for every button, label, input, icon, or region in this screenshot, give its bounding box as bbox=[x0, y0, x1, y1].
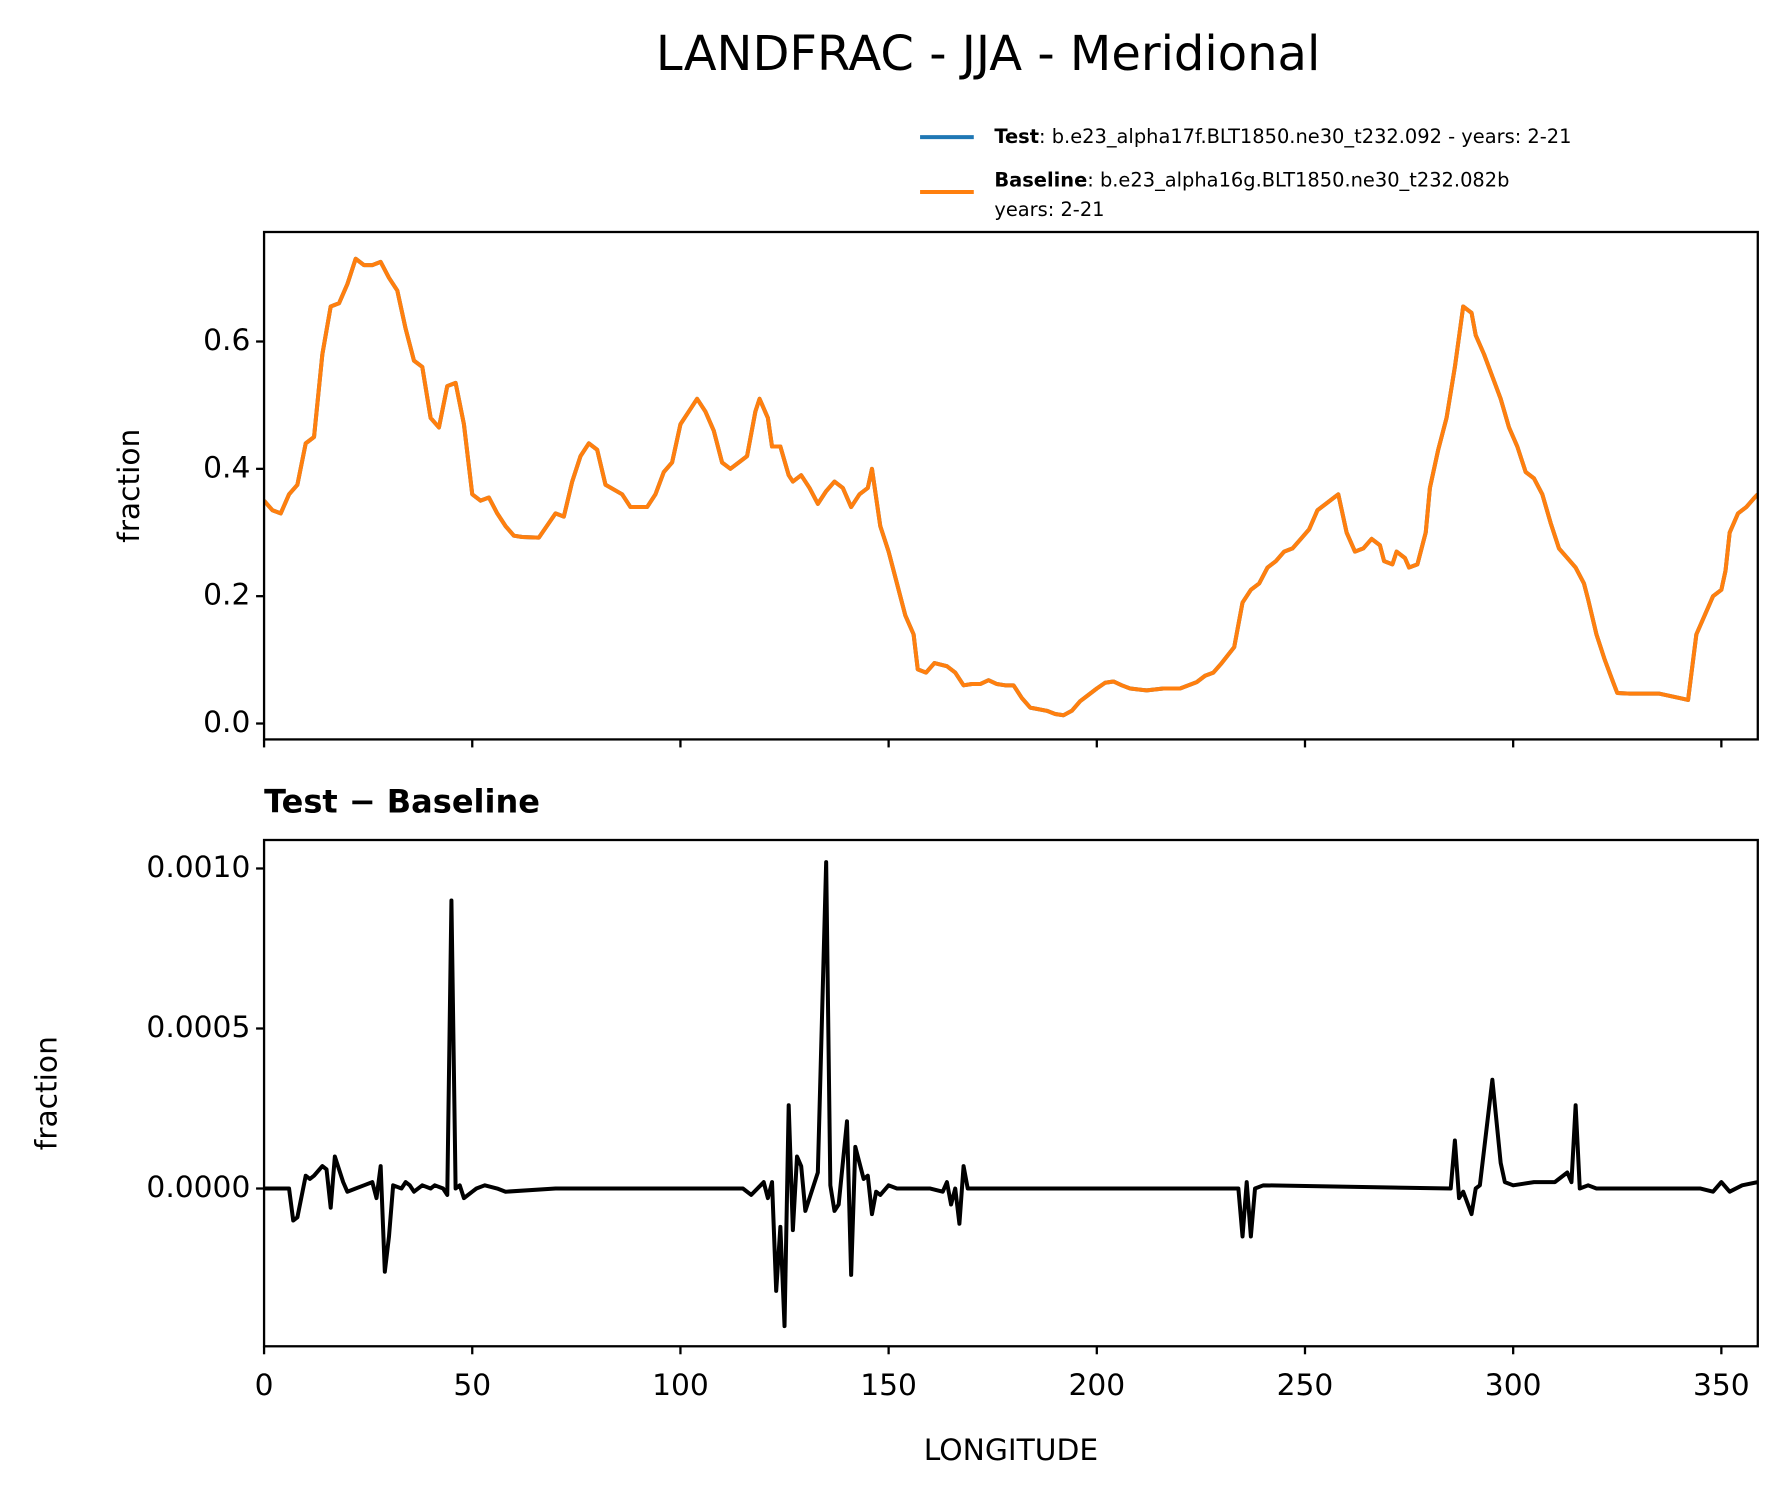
y-tick-label: 0.0005 bbox=[146, 1010, 250, 1045]
legend-description: : b.e23_alpha16g.BLT1850.ne30_t232.082b bbox=[1087, 168, 1509, 191]
y-axis-label: fraction bbox=[30, 1036, 65, 1150]
y-tick-label: 0.2 bbox=[203, 578, 250, 613]
x-tick-label: 300 bbox=[1485, 1368, 1542, 1403]
y-tick-label: 0.6 bbox=[203, 323, 250, 358]
x-tick-label: 100 bbox=[652, 1368, 709, 1403]
axes-frame bbox=[262, 230, 1759, 741]
x-tick-label: 250 bbox=[1277, 1368, 1334, 1403]
y-axis-label: fraction bbox=[112, 429, 147, 543]
x-tick-label: 150 bbox=[860, 1368, 917, 1403]
legend-description: : b.e23_alpha17f.BLT1850.ne30_t232.092 -… bbox=[1039, 125, 1571, 148]
subplot-title: Test − Baseline bbox=[264, 782, 540, 820]
data-line bbox=[264, 256, 1758, 718]
x-tick-label: 50 bbox=[453, 1368, 491, 1403]
data-line bbox=[264, 256, 1758, 718]
x-tick-label: 350 bbox=[1693, 1368, 1750, 1403]
x-tick-label: 200 bbox=[1068, 1368, 1125, 1403]
y-tick-label: 0.4 bbox=[203, 450, 250, 485]
x-axis-label: LONGITUDE bbox=[924, 1433, 1098, 1468]
legend-name: Baseline bbox=[994, 168, 1087, 191]
legend-label: Test: b.e23_alpha17f.BLT1850.ne30_t232.0… bbox=[994, 125, 1571, 148]
x-tick-label: 0 bbox=[255, 1368, 274, 1403]
legend-description: years: 2-21 bbox=[994, 198, 1104, 221]
axes-frame bbox=[262, 838, 1759, 1348]
y-tick-label: 0.0 bbox=[203, 705, 250, 740]
data-line bbox=[264, 860, 1758, 1329]
y-tick-label: 0.0010 bbox=[146, 850, 250, 885]
chart-title: LANDFRAC - JJA - Meridional bbox=[656, 26, 1320, 82]
legend-name: Test bbox=[994, 125, 1039, 148]
legend-label: Baseline: b.e23_alpha16g.BLT1850.ne30_t2… bbox=[994, 168, 1509, 191]
y-tick-label: 0.0000 bbox=[146, 1170, 250, 1205]
